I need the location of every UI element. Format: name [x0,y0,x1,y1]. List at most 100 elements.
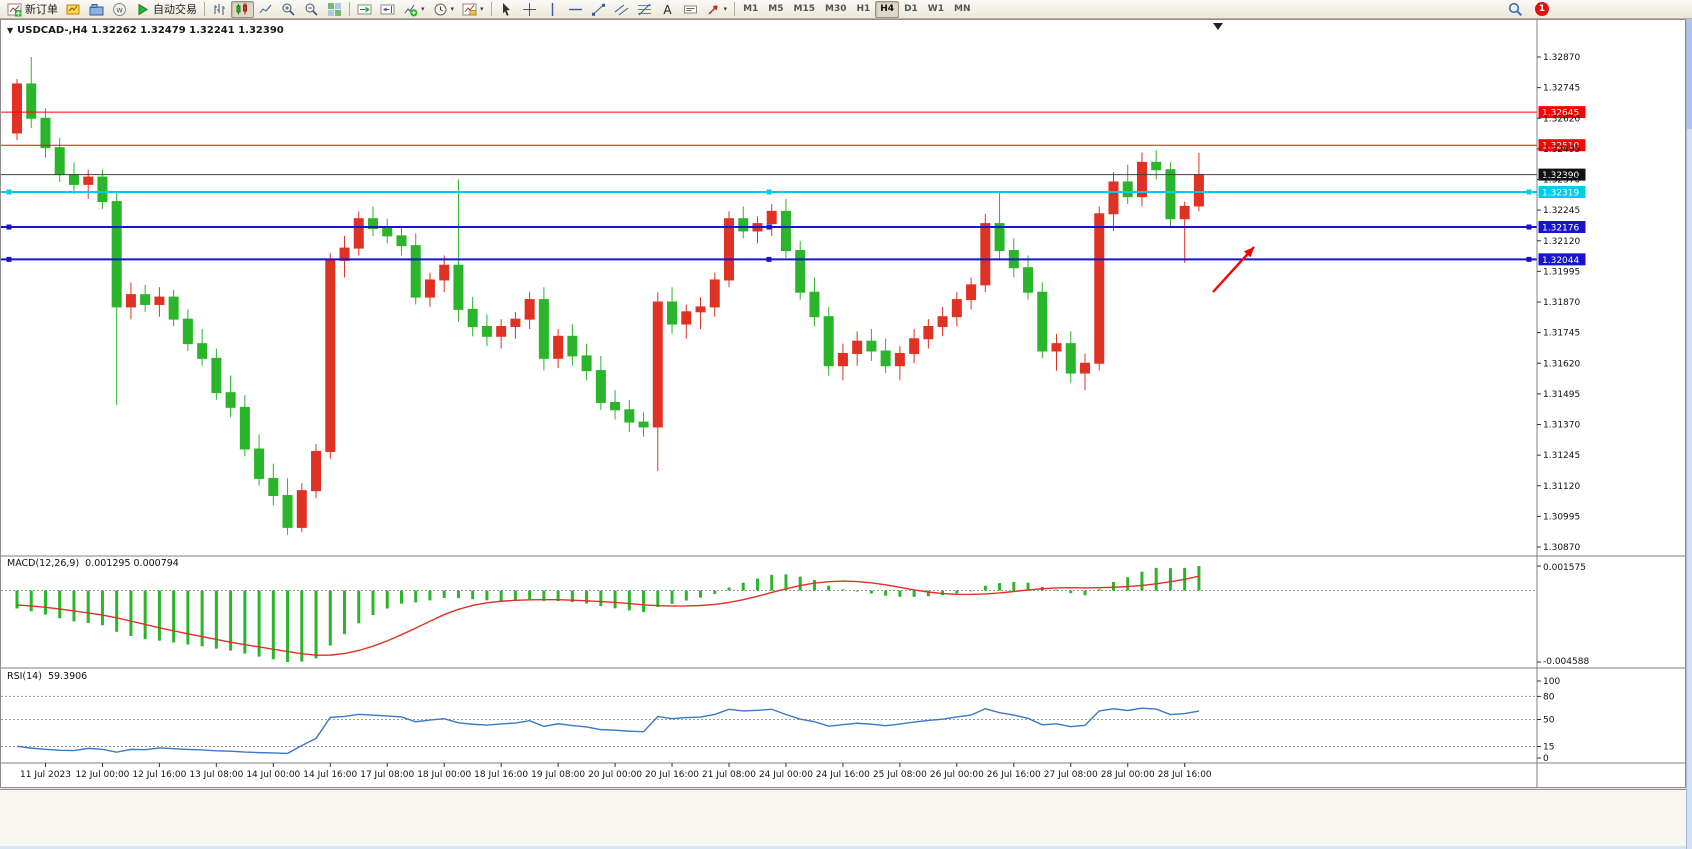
time-label: 19 Jul 08:00 [531,770,585,780]
arrow-annotation[interactable] [1212,246,1255,293]
line-handle[interactable] [1526,224,1532,230]
dropdown-caret-icon[interactable]: ▾ [450,4,455,13]
chart-shift-marker-icon[interactable] [1213,23,1223,30]
chart-window[interactable]: 1.32645 1.32510 1.32319 1.32176 1.32044 1.323… [0,19,1686,788]
svg-text:A: A [663,3,672,17]
toolbar-separator [349,2,350,16]
line-handle[interactable] [1526,256,1532,262]
bar-chart-button[interactable] [208,1,231,18]
zoom-in-button[interactable] [277,1,300,18]
timeframe-m15[interactable]: M15 [793,4,815,14]
price-chart-canvas[interactable]: 1.32645 1.32510 1.32319 1.32176 1.32044 1.323… [1,20,1685,787]
svg-text:1.32319: 1.32319 [1542,188,1579,198]
svg-text:1.31245: 1.31245 [1543,451,1580,461]
cursor-button[interactable] [495,1,518,18]
price-axis[interactable]: 1.32870 1.32745 1.32620 1.32495 1.32370 1.322… [1537,53,1580,553]
svg-text:1.31370: 1.31370 [1543,421,1580,431]
macd-values: 0.001295 0.000794 [85,558,179,569]
timeframe-h1[interactable]: H1 [856,4,871,14]
svg-text:1.32645: 1.32645 [1542,109,1579,119]
line-handle[interactable] [766,256,772,262]
hline-1.32044[interactable]: 1.32044 [1,253,1586,266]
time-label: 20 Jul 16:00 [645,770,699,780]
autotrading-button-label: 自动交易 [153,3,197,16]
vertical-scrollbar[interactable] [1686,19,1692,849]
time-label: 24 Jul 16:00 [816,770,870,780]
line-handle[interactable] [6,256,12,262]
svg-text:1.32870: 1.32870 [1543,53,1580,63]
svg-text:15: 15 [1543,742,1554,752]
time-label: 14 Jul 00:00 [246,770,300,780]
tile-windows-button[interactable] [323,1,346,18]
macd-pane: 0.001575 -0.004588 [1,563,1589,667]
macd-label: MACD(12,26,9) 0.001295 0.000794 [7,558,179,569]
arrows-button[interactable]: ▾ [702,1,732,18]
line-handle[interactable] [766,189,772,195]
svg-text:1.32245: 1.32245 [1543,206,1580,216]
svg-text:1.32495: 1.32495 [1543,145,1580,155]
crosshair-button[interactable] [518,1,541,18]
horizontal-line-button[interactable] [564,1,587,18]
trendline-button[interactable] [587,1,610,18]
hline-1.32176[interactable]: 1.32176 [1,221,1586,234]
rsi-pane: 100 80 50 15 0 [1,677,1560,764]
line-handle[interactable] [6,189,12,195]
timeframe-m5[interactable]: M5 [768,4,784,14]
zoom-out-button[interactable] [300,1,323,18]
auto-scroll-button[interactable] [353,1,376,18]
bottom-panel [0,789,1686,849]
hline-1.32645[interactable]: 1.32645 [1,106,1586,119]
text-button[interactable]: A [656,1,679,18]
svg-text:1.32370: 1.32370 [1543,176,1580,186]
svg-text:1.31620: 1.31620 [1543,359,1580,369]
svg-text:1.32390: 1.32390 [1542,171,1579,181]
macd-name: MACD(12,26,9) [7,558,80,569]
timeframe-m1[interactable]: M1 [743,4,759,14]
candlestick-chart-button[interactable] [231,0,254,18]
vertical-line-button[interactable] [541,1,564,18]
hline-1.32510[interactable]: 1.32510 [1,139,1586,152]
templates-button[interactable]: ▾ [458,1,488,18]
new-chart-button[interactable] [62,1,85,18]
hline-1.32319[interactable]: 1.32319 [1,185,1586,199]
periods-button[interactable]: ▾ [429,1,459,18]
timeframe-m30[interactable]: M30 [824,4,847,14]
line-chart-button[interactable] [254,1,277,18]
toolbar-right: 1 [1504,1,1689,18]
dropdown-caret-icon[interactable]: ▾ [421,4,425,13]
svg-text:50: 50 [1543,716,1555,726]
scrollbar-thumb[interactable] [1687,19,1692,129]
svg-text:80: 80 [1543,692,1555,702]
time-label: 27 Jul 08:00 [1044,770,1098,780]
fibonacci-button[interactable] [633,1,656,18]
chevron-down-icon[interactable]: ▼ [7,26,14,35]
line-handle[interactable] [1526,189,1532,195]
timeframe-d1[interactable]: D1 [904,4,918,14]
dropdown-caret-icon[interactable]: ▾ [723,4,728,13]
time-label: 28 Jul 16:00 [1158,770,1212,780]
label-button[interactable] [679,1,702,18]
new-order-button[interactable]: 新订单 [3,1,62,18]
autotrading-button[interactable]: 自动交易 [131,1,201,18]
line-handle[interactable] [766,224,772,230]
timeframe-h4[interactable]: H4 [875,0,900,18]
search-icon[interactable] [1504,1,1527,18]
chart-shift-button[interactable] [376,1,399,18]
line-handle[interactable] [6,224,12,230]
indicators-button[interactable]: ▾ [399,1,429,18]
notification-badge[interactable]: 1 [1535,2,1549,16]
time-axis[interactable]: 11 Jul 2023 12 Jul 00:00 12 Jul 16:00 13 Ju… [20,763,1212,780]
rsi-label: RSI(14) 59.3906 [7,671,87,682]
rsi-value: 59.3906 [47,671,88,682]
community-button[interactable]: w [108,1,131,18]
dropdown-caret-icon[interactable]: ▾ [480,4,484,13]
toolbar-separator [734,2,736,16]
svg-text:1.32044: 1.32044 [1542,256,1579,266]
timeframe-w1[interactable]: W1 [927,4,944,14]
svg-text:1.32120: 1.32120 [1543,237,1580,247]
timeframe-mn[interactable]: MN [954,4,971,14]
channel-button[interactable] [610,1,633,18]
rsi-name: RSI(14) [7,671,42,682]
profiles-button[interactable] [85,1,108,18]
